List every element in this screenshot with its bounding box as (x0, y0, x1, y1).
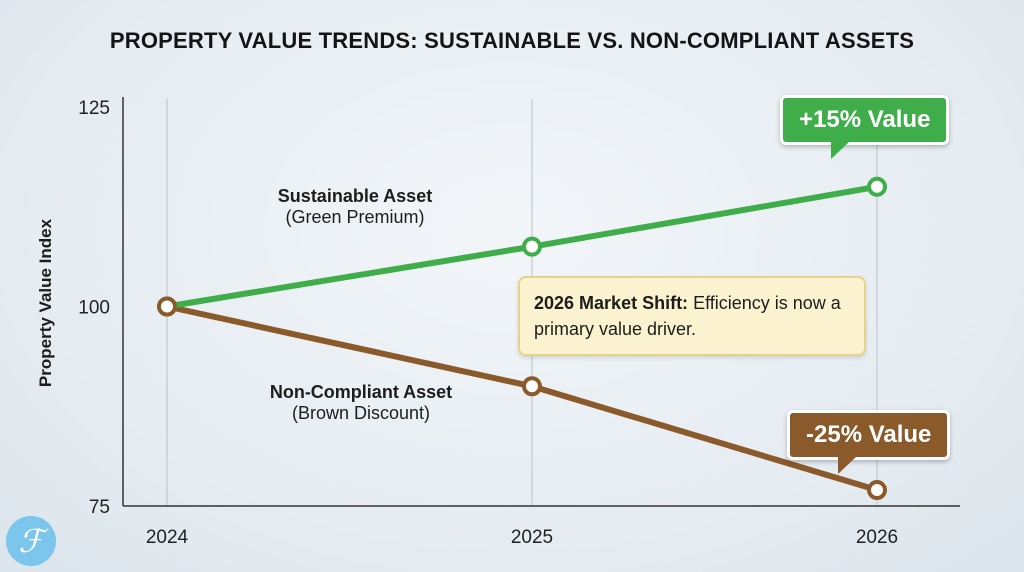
note-text: Efficiency is now a primary value driver… (534, 293, 841, 340)
data-point-0-1 (522, 236, 542, 257)
x-tick-label: 2025 (511, 527, 553, 548)
y-tick-label: 100 (78, 298, 110, 319)
y-axis-label: Property Value Index (36, 218, 55, 388)
note-bold: 2026 Market Shift: (534, 293, 689, 313)
data-point-1-1 (522, 376, 542, 397)
series-label-noncompliant: Non-Compliant Asset (Brown Discount) (270, 382, 452, 424)
series-name: Sustainable Asset (277, 186, 433, 206)
x-tick-label: 2024 (146, 527, 189, 548)
data-point-1-0 (157, 296, 177, 317)
chart-title: PROPERTY VALUE TRENDS: SUSTAINABLE VS. N… (109, 28, 915, 53)
series-label-sustainable: Sustainable Asset (Green Premium) (278, 186, 432, 228)
data-point-0-2 (867, 176, 887, 197)
brown-callout: -25% Value (787, 410, 951, 474)
series-subtitle: (Green Premium) (285, 207, 425, 227)
data-point-1-2 (867, 480, 887, 501)
market-shift-note: 2026 Market Shift: Efficiency is now a p… (518, 276, 866, 357)
x-tick-label: 2026 (856, 527, 898, 548)
logo-icon: ℱ (6, 516, 56, 566)
green-callout: +15% Value (780, 95, 950, 159)
series-name: Non-Compliant Asset (269, 382, 453, 402)
y-tick-label: 125 (78, 98, 110, 119)
y-tick-label: 75 (89, 497, 110, 518)
series-subtitle: (Brown Discount) (291, 403, 431, 423)
